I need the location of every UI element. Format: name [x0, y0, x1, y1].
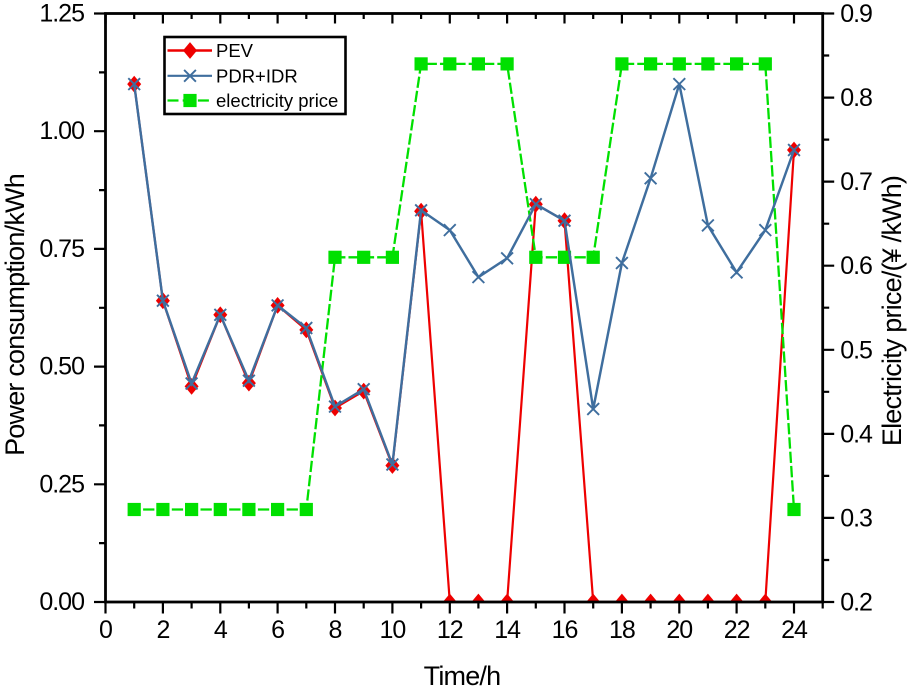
svg-text:0.75: 0.75 [39, 235, 84, 263]
svg-text:0.50: 0.50 [39, 353, 84, 381]
svg-text:1.25: 1.25 [39, 0, 84, 28]
svg-text:14: 14 [494, 616, 521, 644]
svg-text:0.3: 0.3 [840, 504, 872, 532]
svg-text:8: 8 [329, 616, 342, 644]
svg-text:electricity price: electricity price [216, 90, 338, 111]
svg-text:16: 16 [552, 616, 578, 644]
svg-text:Power consumption/kWh: Power consumption/kWh [0, 174, 30, 456]
svg-text:4: 4 [214, 616, 228, 644]
svg-text:0.6: 0.6 [840, 252, 872, 280]
svg-text:12: 12 [437, 616, 463, 644]
svg-text:0.8: 0.8 [840, 84, 872, 112]
svg-text:10: 10 [379, 616, 405, 644]
svg-text:2: 2 [156, 616, 169, 644]
svg-text:18: 18 [609, 616, 635, 644]
svg-text:1.00: 1.00 [39, 117, 84, 145]
svg-text:Time/h: Time/h [424, 661, 501, 686]
svg-text:0.5: 0.5 [840, 336, 872, 364]
svg-text:0.9: 0.9 [840, 0, 872, 28]
svg-text:0.00: 0.00 [39, 588, 84, 616]
svg-text:20: 20 [666, 616, 692, 644]
svg-text:0.7: 0.7 [840, 168, 872, 196]
svg-text:6: 6 [271, 616, 284, 644]
svg-text:0.25: 0.25 [39, 470, 84, 498]
svg-text:PDR+IDR: PDR+IDR [216, 65, 298, 86]
svg-text:24: 24 [781, 616, 808, 644]
svg-text:Electricity price/(¥ /kWh): Electricity price/(¥ /kWh) [877, 176, 907, 446]
svg-text:22: 22 [724, 616, 750, 644]
svg-text:PEV: PEV [216, 40, 254, 61]
svg-text:0.2: 0.2 [840, 589, 872, 617]
svg-text:0: 0 [99, 616, 112, 644]
svg-text:0.4: 0.4 [840, 420, 873, 448]
